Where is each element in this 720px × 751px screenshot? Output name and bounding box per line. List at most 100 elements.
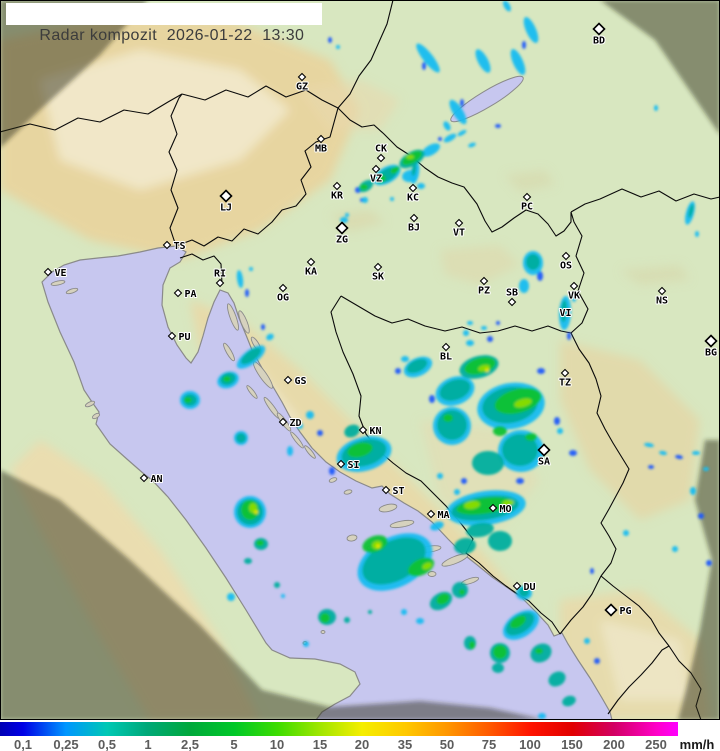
radar-echo: [467, 321, 473, 325]
city-diamond-icon: [215, 278, 225, 288]
station-pc: PC: [520, 192, 534, 214]
stations-layer: BD GZ MB CK VZ KC PC LJ KR ZG BJ VT OS TS VE RI PA OG KA SK…: [43, 22, 718, 618]
radar-echo: [496, 321, 500, 325]
radar-echo: [254, 510, 258, 514]
station-ve: VE: [43, 267, 68, 280]
radar-echo: [436, 593, 450, 605]
radar-echo: [692, 451, 700, 455]
city-diamond-icon: [358, 425, 368, 435]
station-label: TZ: [559, 378, 571, 389]
range-shadow: [678, 440, 720, 720]
radar-map-area: BD GZ MB CK VZ KC PC LJ KR ZG BJ VT OS TS VE RI PA OG KA SK…: [0, 0, 720, 720]
border-line: [337, 0, 394, 109]
island: [65, 287, 79, 295]
city-diamond-icon: [604, 603, 618, 617]
legend-tick: 20: [354, 737, 370, 751]
radar-echo: [503, 0, 511, 12]
station-ns: NS: [655, 286, 669, 308]
city-diamond-icon: [512, 581, 522, 591]
legend-unit: mm/h: [679, 737, 715, 751]
radar-echo: [457, 129, 467, 137]
radar-echo: [706, 560, 712, 566]
radar-echo: [475, 49, 491, 73]
radar-echo: [554, 417, 560, 425]
radar-echo: [443, 121, 451, 131]
station-label: VZ: [370, 174, 382, 185]
legend-tick: 75: [481, 737, 497, 751]
legend-tick: 10: [269, 737, 285, 751]
island: [427, 571, 437, 577]
station-label: KA: [305, 267, 317, 278]
radar-echo: [537, 368, 545, 374]
station-label: VK: [568, 291, 580, 302]
radar-echo: [422, 62, 426, 70]
radar-echo: [223, 376, 231, 382]
radar-echo: [493, 645, 507, 659]
city-diamond-icon: [332, 181, 342, 191]
island: [328, 477, 338, 483]
station-pz: PZ: [477, 276, 491, 298]
island: [246, 385, 258, 399]
border-line: [607, 645, 670, 715]
radar-echo: [466, 340, 474, 346]
city-diamond-icon: [162, 240, 172, 250]
station-label: PU: [179, 332, 191, 343]
station-si: SI: [336, 459, 361, 472]
station-zg: ZG: [335, 221, 349, 247]
station-label: PZ: [478, 286, 490, 297]
terrain-patch: [300, 80, 400, 130]
radar-echo: [572, 296, 576, 302]
station-label: VE: [55, 268, 67, 279]
station-label: ZG: [336, 235, 348, 246]
radar-echo: [525, 433, 537, 441]
station-label: SB: [506, 288, 518, 299]
radar-echo: [522, 41, 526, 49]
radar-echo: [430, 521, 444, 531]
island: [346, 534, 358, 542]
station-mo: MO: [488, 503, 513, 516]
legend-tick: 0,1: [13, 737, 33, 751]
radar-echo: [376, 544, 380, 548]
island: [50, 280, 66, 286]
radar-echo: [449, 99, 467, 125]
radar-echo: [485, 368, 489, 372]
radar-echo: [249, 267, 253, 271]
station-bd: BD: [592, 22, 606, 48]
station-label: MO: [500, 504, 512, 515]
lake-balaton: [450, 75, 524, 123]
station-vz: VZ: [369, 164, 383, 186]
station-ck: CK: [374, 143, 388, 163]
city-diamond-icon: [441, 342, 451, 352]
station-kr: KR: [330, 181, 345, 203]
radar-echo: [416, 618, 424, 624]
radar-echo: [509, 615, 527, 629]
radar-echo: [417, 183, 425, 189]
city-diamond-icon: [454, 218, 464, 228]
legend-tick: 1: [144, 737, 152, 751]
radar-echo: [461, 478, 467, 484]
radar-echo: [492, 663, 504, 673]
legend-tick: 100: [519, 737, 541, 751]
station-ts: TS: [162, 240, 187, 253]
border-line: [340, 295, 572, 334]
city-diamond-icon: [376, 153, 386, 163]
city-diamond-icon: [569, 281, 579, 291]
radar-echo: [344, 617, 350, 623]
radar-echo: [362, 197, 368, 203]
radar-echo: [466, 522, 494, 538]
radar-echo: [329, 467, 335, 475]
station-og: OG: [276, 283, 290, 305]
radar-echo: [464, 500, 480, 510]
station-label: RI: [214, 269, 226, 280]
city-diamond-icon: [657, 286, 667, 296]
radar-echo: [297, 423, 303, 429]
station-gz: GZ: [295, 72, 309, 94]
radar-echo: [644, 442, 654, 448]
city-diamond-icon: [219, 189, 233, 203]
station-label: PA: [185, 289, 197, 300]
city-diamond-icon: [335, 221, 349, 235]
city-diamond-icon: [278, 283, 288, 293]
station-label: CK: [375, 144, 387, 155]
station-kc: KC: [406, 183, 420, 205]
radar-echo: [594, 658, 600, 664]
